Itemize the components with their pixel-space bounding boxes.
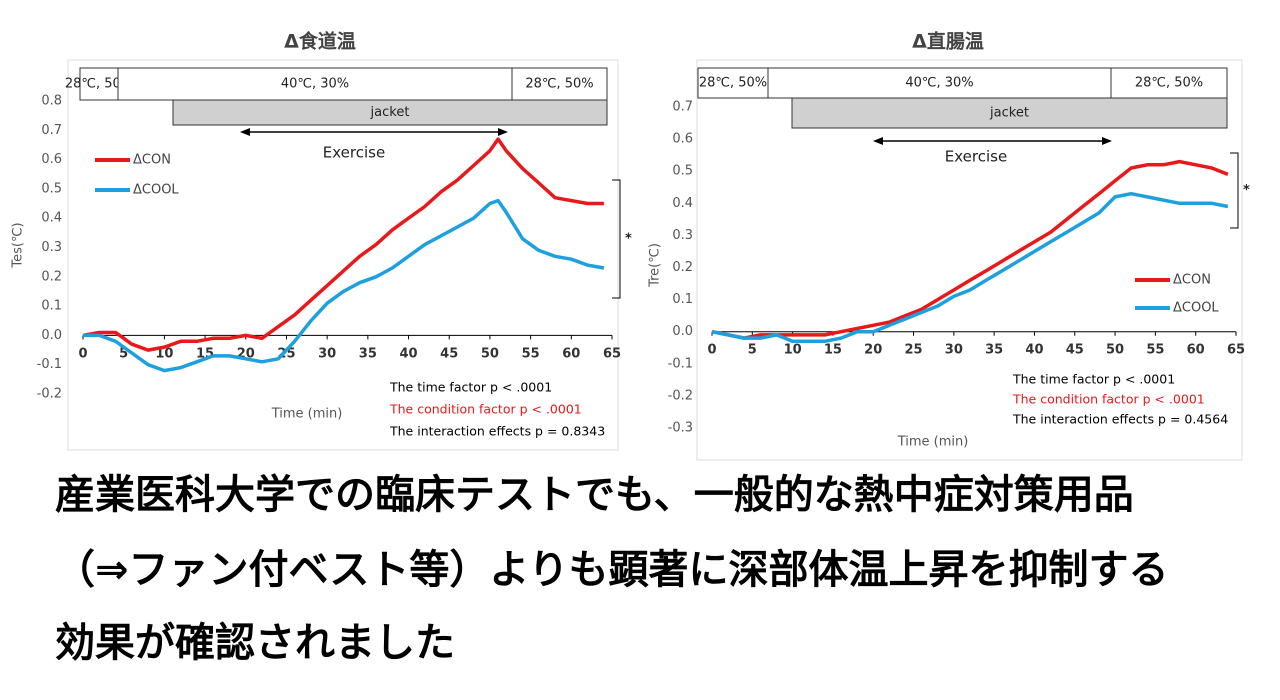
y-tick-label: 0.0: [672, 324, 693, 339]
x-tick-label: 50: [1106, 343, 1124, 358]
x-tick-label: 25: [277, 347, 295, 362]
series-line: [83, 198, 605, 373]
caption-line: （⇒ファン付ベスト等）よりも顕著に深部体温上昇を抑制する: [55, 547, 1169, 593]
phase-box: [767, 67, 1112, 99]
phase-label: 40℃, 30%: [905, 76, 973, 91]
y-tick-label: 0.8: [41, 94, 62, 109]
y-tick-label: 0.4: [41, 211, 62, 226]
series-line: [711, 191, 1229, 344]
y-tick-label: 0.7: [672, 100, 693, 115]
significance-bracket: [1230, 152, 1239, 229]
legend-label: ΔCOOL: [1173, 301, 1219, 316]
series-line: [82, 137, 604, 352]
phase-label: 28℃, 50%: [1135, 76, 1203, 91]
x-tick-label: 50: [481, 347, 499, 362]
x-tick-label: 10: [784, 343, 802, 358]
y-tick-label: 0.2: [672, 260, 693, 275]
x-tick-label: 55: [522, 347, 540, 362]
y-tick-label: -0.2: [668, 388, 693, 403]
x-tick-label: 15: [824, 343, 842, 358]
y-tick-label: 0.1: [41, 299, 62, 314]
x-tick-label: 55: [1146, 343, 1164, 358]
x-tick-label: 45: [1066, 343, 1084, 358]
chart-title: Δ食道温: [284, 30, 356, 53]
chart-title: Δ直腸温: [912, 30, 984, 53]
y-axis-label: Tes(℃): [11, 222, 26, 268]
phase-box: [511, 67, 608, 101]
y-tick-label: 0.1: [672, 292, 693, 307]
y-tick-label: 0.2: [41, 269, 62, 284]
x-tick-label: 35: [359, 347, 377, 362]
y-tick-label: -0.3: [668, 421, 693, 436]
exercise-label: Exercise: [945, 148, 1007, 166]
phase-label: 28℃, 50%: [699, 76, 767, 91]
annotation: The interaction effects p = 0.4564: [1012, 412, 1228, 427]
x-tick-label: 40: [399, 347, 417, 362]
phase-label: 28℃, 50%: [65, 77, 133, 92]
y-tick-label: 0.6: [41, 152, 62, 167]
legend-label: ΔCOOL: [133, 183, 179, 198]
significance-mark: *: [625, 232, 632, 247]
x-tick-label: 25: [904, 343, 922, 358]
x-tick-label: 60: [562, 347, 580, 362]
caption-line: 効果が確認されました: [55, 620, 455, 666]
x-tick-label: 0: [78, 347, 87, 362]
y-tick-label: 0.3: [672, 228, 693, 243]
annotation: The condition factor p < .0001: [1012, 392, 1205, 407]
x-tick-label: 65: [603, 347, 621, 362]
x-tick-label: 65: [1227, 343, 1245, 358]
legend-label: ΔCON: [1173, 273, 1211, 288]
x-tick-label: 5: [748, 343, 757, 358]
x-tick-label: 45: [440, 347, 458, 362]
x-tick-label: 35: [985, 343, 1003, 358]
significance-bracket: [612, 179, 621, 299]
phase-box: [79, 67, 119, 101]
y-tick-label: 0.7: [41, 123, 62, 138]
legend-label: ΔCON: [133, 153, 171, 168]
y-tick-label: -0.1: [37, 357, 62, 372]
x-tick-label: 60: [1187, 343, 1205, 358]
jacket-label: jacket: [989, 106, 1029, 121]
y-axis-label: Tre(℃): [648, 243, 663, 288]
jacket-label: jacket: [370, 105, 410, 120]
phase-label: 28℃, 50%: [525, 77, 593, 92]
phase-box: [1110, 67, 1228, 99]
y-tick-label: 0.6: [672, 132, 693, 147]
x-tick-label: 10: [155, 347, 173, 362]
jacket-bar: [172, 99, 608, 126]
caption-line: 産業医科大学での臨床テストでも、一般的な熱中症対策用品: [55, 472, 1134, 518]
x-axis-label: Time (min): [271, 407, 343, 422]
y-tick-label: -0.2: [37, 387, 62, 402]
y-tick-label: 0.5: [672, 164, 693, 179]
y-tick-label: 0.4: [672, 196, 693, 211]
y-tick-label: 0.5: [41, 181, 62, 196]
jacket-bar: [791, 97, 1228, 129]
x-tick-label: 5: [119, 347, 128, 362]
y-tick-label: 0.3: [41, 240, 62, 255]
y-tick-label: 0.0: [41, 328, 62, 343]
annotation: The time factor p < .0001: [389, 380, 552, 395]
chart-frame: [67, 59, 619, 451]
x-tick-label: 0: [707, 343, 716, 358]
annotation: The interaction effects p = 0.8343: [389, 424, 605, 439]
y-tick-label: -0.1: [668, 356, 693, 371]
exercise-label: Exercise: [323, 144, 385, 162]
chart-frame: [696, 59, 1243, 461]
x-axis-label: Time (min): [897, 435, 969, 450]
series-line: [711, 159, 1229, 340]
x-tick-label: 20: [864, 343, 882, 358]
annotation: The time factor p < .0001: [1012, 372, 1175, 387]
x-tick-label: 30: [945, 343, 963, 358]
annotation: The condition factor p < .0001: [389, 402, 582, 417]
x-tick-label: 30: [318, 347, 336, 362]
x-tick-label: 40: [1025, 343, 1043, 358]
significance-mark: *: [1243, 183, 1250, 198]
phase-label: 40℃, 30%: [281, 77, 349, 92]
